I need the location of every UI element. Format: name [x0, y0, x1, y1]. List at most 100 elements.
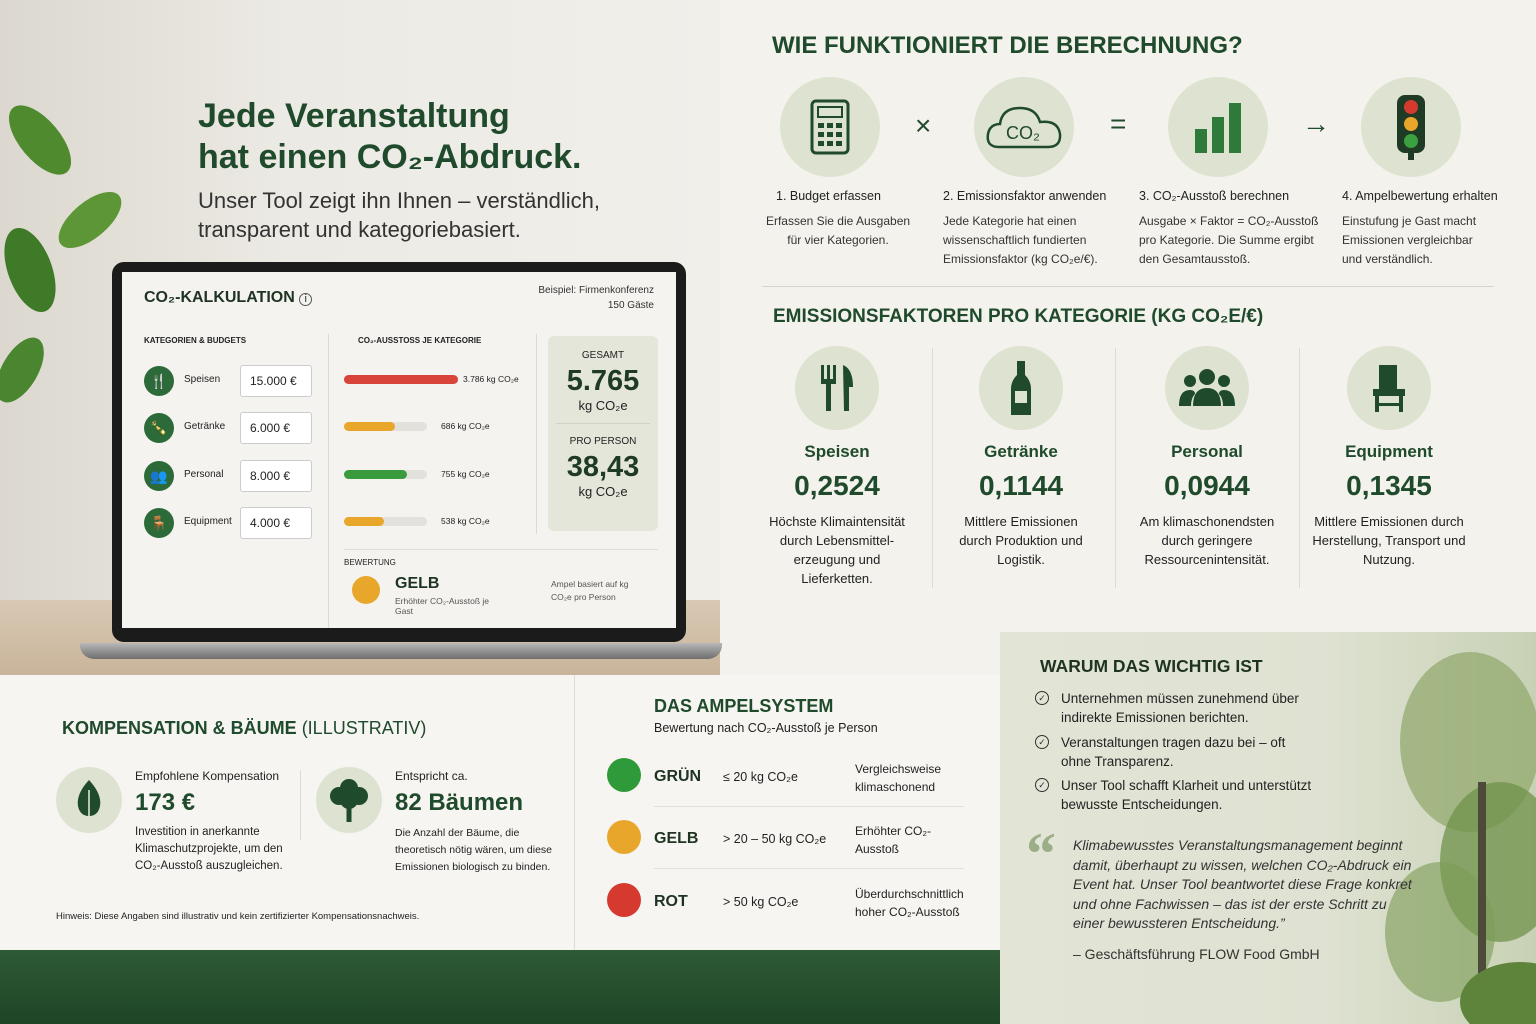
tree-image — [1385, 652, 1536, 1024]
total-panel: GESAMT 5.765 kg CO₂e PRO PERSON 38,43 kg… — [548, 336, 658, 531]
per-person-unit: kg CO₂e — [578, 484, 628, 499]
factor-desc: Mittlere Emissionen durch Produktion und… — [959, 514, 1083, 567]
ampel-range: > 50 kg CO₂e — [723, 895, 799, 909]
plant-leaves-decoration — [0, 105, 122, 403]
compensation-title-main: KOMPENSATION & BÄUME — [62, 718, 297, 738]
compensation-title-suffix: (ILLUSTRATIV) — [301, 718, 427, 738]
calculator-title-text: CO₂-KALKULATION — [144, 289, 295, 306]
quote-text: Klimabewusstes Veranstaltungsmanagement … — [1073, 837, 1412, 931]
compensation-title: KOMPENSATION & BÄUME (ILLUSTRATIV) — [62, 718, 426, 739]
red-dot — [607, 883, 641, 917]
info-icon[interactable]: i — [299, 293, 313, 306]
page-headline: Jede Veranstaltung hat einen CO₂-Abdruck… — [198, 96, 581, 178]
why-point: Unternehmen müssen zunehmend über indire… — [1061, 691, 1299, 725]
chair-icon — [1347, 346, 1431, 430]
ampel-label: GELB — [654, 830, 699, 847]
emission-bar-fill — [344, 375, 458, 384]
budget-input-getraenke[interactable]: 6.000 € — [240, 412, 312, 444]
factor-name: Equipment — [1345, 442, 1433, 461]
emission-value: 686 kg CO₂e — [441, 421, 490, 431]
footer-band — [0, 950, 1000, 1024]
category-label: Equipment — [184, 516, 232, 527]
factor-equipment: Equipment 0,1345 Mittlere Emissionen dur… — [1299, 346, 1479, 569]
bar-chart-icon — [1168, 77, 1268, 177]
page-subline: Unser Tool zeigt ihn Ihnen – verständlic… — [198, 188, 600, 242]
budgets-heading: KATEGORIEN & BUDGETS — [144, 336, 247, 345]
why-section: WARUM DAS WICHTIG IST ✓ Unternehmen müss… — [1000, 632, 1536, 1024]
total-value: 5.765 — [566, 365, 640, 397]
category-row-getraenke: 🍾 Getränke 6.000 € — [144, 412, 314, 446]
why-point: Unser Tool schafft Klarheit und unterstü… — [1061, 778, 1312, 812]
factor-name: Getränke — [984, 442, 1058, 461]
step-desc: Einstufung je Gast macht Emissionen verg… — [1342, 214, 1477, 266]
category-row-equipment: 🪑 Equipment 4.000 € — [144, 507, 314, 541]
emission-bar-fill — [344, 470, 407, 479]
example-guests: 150 Gäste — [607, 300, 654, 311]
total-unit: kg CO₂e — [578, 398, 628, 413]
rating-dot — [352, 576, 380, 604]
factor-name: Speisen — [804, 442, 870, 461]
check-circle-icon: ✓ — [1035, 778, 1049, 792]
factor-value: 0,2524 — [794, 470, 880, 501]
why-title: WARUM DAS WICHTIG IST — [1040, 656, 1263, 676]
budget-input-personal[interactable]: 8.000 € — [240, 460, 312, 492]
cutlery-icon: 🍴 — [144, 366, 174, 396]
category-label: Personal — [184, 469, 224, 480]
green-dot — [607, 758, 641, 792]
ampel-subtitle: Bewertung nach CO₂-Ausstoß je Person — [654, 721, 878, 735]
tree-icon — [316, 767, 382, 833]
factor-desc: Am klimaschonendsten durch geringere Res… — [1139, 514, 1275, 567]
example-info: Beispiel: Firmenkonferenz 150 Gäste — [538, 283, 654, 313]
factor-desc: Mittlere Emissionen durch Herstellung, T… — [1312, 514, 1466, 567]
trees-label: Entspricht ca. — [395, 769, 468, 783]
ampel-row-yellow: GELB > 20 – 50 kg CO₂e Erhöhter CO₂-Auss… — [606, 819, 966, 859]
rating-note: Ampel basiert auf kg CO₂e pro Person — [551, 579, 629, 602]
total-label: GESAMT — [581, 350, 625, 361]
ampel-range: > 20 – 50 kg CO₂e — [723, 832, 827, 846]
column-divider — [328, 334, 329, 628]
column-divider — [1115, 348, 1116, 588]
step-desc: Jede Kategorie hat einen wissenschaftlic… — [943, 214, 1098, 266]
calculator-screen: CO₂-KALKULATION i Beispiel: Firmenkonfer… — [122, 272, 676, 628]
emission-value: 538 kg CO₂e — [441, 516, 490, 526]
step-title: 4. Ampelbewertung erhalten — [1342, 189, 1498, 203]
per-person-label: PRO PERSON — [569, 436, 637, 447]
category-row-speisen: 🍴 Speisen 15.000 € — [144, 365, 314, 399]
emission-bar-track — [344, 517, 427, 526]
factor-name: Personal — [1171, 442, 1243, 461]
quote-mark-icon: “ — [1026, 821, 1056, 887]
bottle-icon: 🍾 — [144, 413, 174, 443]
compensation-desc: Investition in anerkannte Klimaschutzpro… — [135, 826, 283, 872]
compensation-label: Empfohlene Kompensation — [135, 769, 280, 783]
divider — [654, 806, 964, 807]
column-divider — [932, 348, 933, 588]
quote-author: – Geschäftsführung FLOW Food GmbH — [1073, 946, 1320, 962]
leaf-icon — [56, 767, 122, 833]
divider — [344, 549, 658, 550]
chair-icon: 🪑 — [144, 508, 174, 538]
emission-bar-track — [344, 375, 458, 384]
ampel-desc: Überdurchschnittlich hoher CO₂-Ausstoß — [855, 887, 964, 919]
budget-input-equipment[interactable]: 4.000 € — [240, 507, 312, 539]
factor-value: 0,1144 — [978, 470, 1064, 501]
budget-input-speisen[interactable]: 15.000 € — [240, 365, 312, 397]
yellow-dot — [607, 820, 641, 854]
factor-getraenke: Getränke 0,1144 Mittlere Emissionen durc… — [931, 346, 1111, 569]
factor-value: 0,0944 — [1164, 470, 1250, 501]
traffic-light-icon — [1361, 77, 1461, 177]
rating-desc: Erhöhter CO₂-Ausstoß je Gast — [395, 596, 489, 616]
ampel-row-red: ROT > 50 kg CO₂e Überdurchschnittlich ho… — [606, 882, 966, 922]
step-title: 2. Emissionsfaktor anwenden — [943, 189, 1107, 203]
category-label: Speisen — [184, 374, 221, 385]
svg-text:CO₂: CO₂ — [1006, 123, 1040, 143]
step-title: 3. CO₂-Ausstoß berechnen — [1139, 189, 1290, 203]
headline-line-2: hat einen CO₂-Abdruck. — [198, 138, 582, 176]
ampel-label: GRÜN — [654, 768, 702, 785]
step-title: 1. Budget erfassen — [776, 189, 881, 203]
equals-operator: = — [1110, 108, 1127, 139]
divider — [654, 868, 964, 869]
emission-bar-fill — [344, 517, 384, 526]
trees-desc: Die Anzahl der Bäume, die theoretisch nö… — [395, 827, 553, 873]
bottom-section — [0, 675, 1000, 950]
step-desc: Ausgabe × Faktor = CO₂-Ausstoß pro Kateg… — [1139, 214, 1319, 266]
